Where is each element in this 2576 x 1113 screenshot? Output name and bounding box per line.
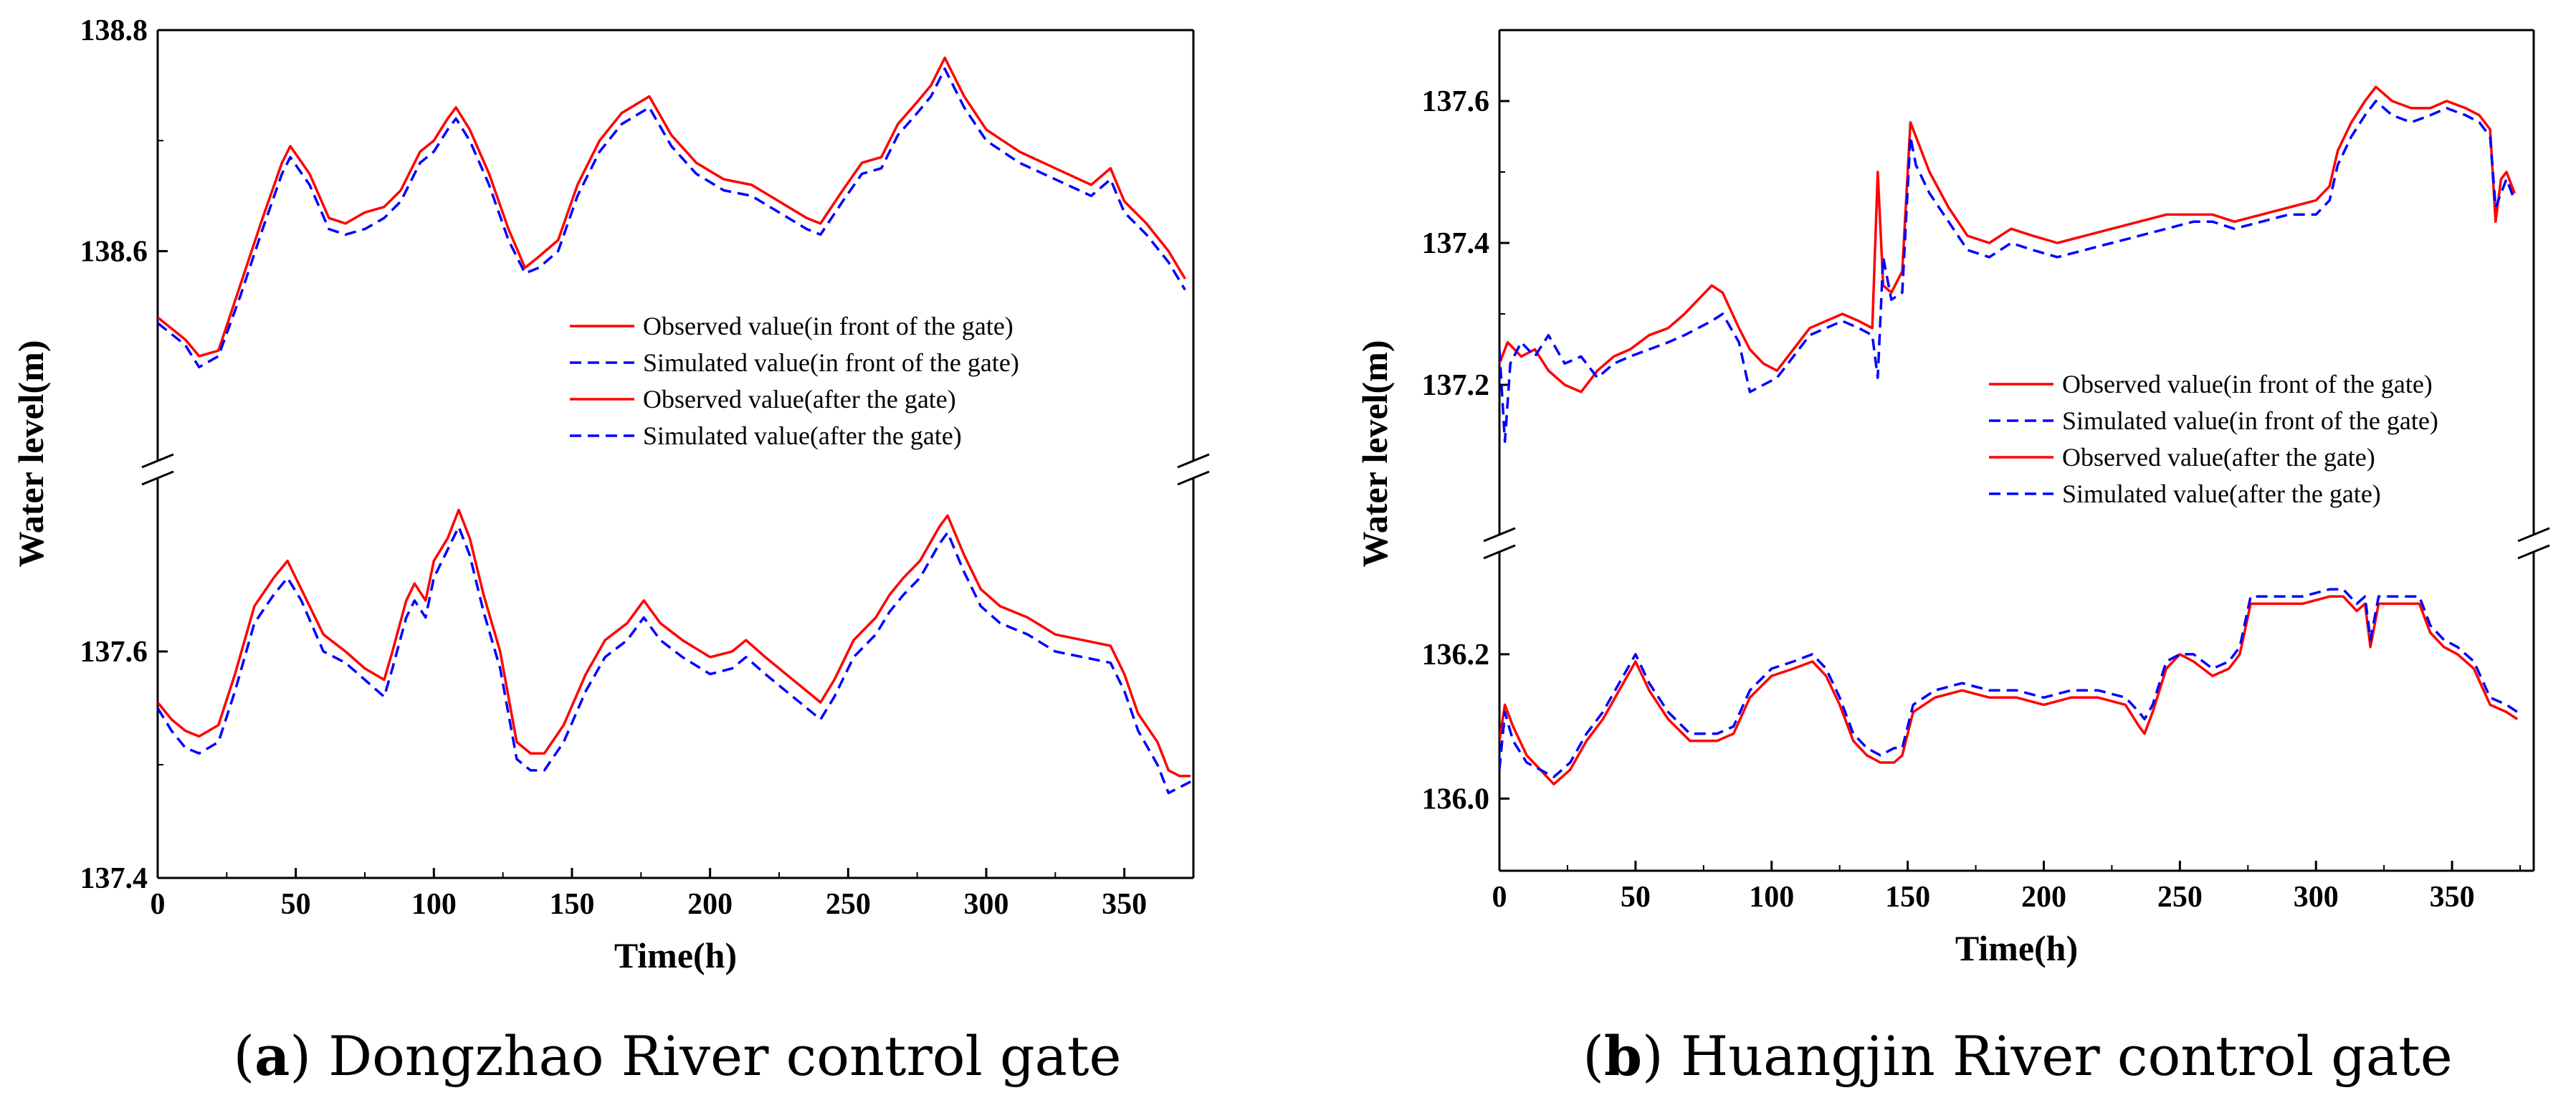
caption-open-paren: ( bbox=[234, 1024, 255, 1088]
caption-text: Huangjin River control gate bbox=[1681, 1024, 2453, 1088]
x-tick-label: 300 bbox=[2294, 881, 2339, 914]
x-tick-label: 50 bbox=[1621, 881, 1651, 914]
axis-break-mark bbox=[1177, 453, 1210, 469]
x-tick-label: 100 bbox=[1749, 881, 1794, 914]
series-line-upper-observed bbox=[1499, 85, 2517, 393]
caption-text: Dongzhao River control gate bbox=[328, 1024, 1121, 1088]
x-tick-label: 150 bbox=[1885, 881, 1930, 914]
x-axis-title: Time(h) bbox=[614, 935, 737, 975]
legend-label: Observed value(after the gate) bbox=[643, 385, 956, 414]
x-tick-label: 150 bbox=[550, 888, 595, 921]
x-tick-label: 50 bbox=[281, 888, 311, 921]
caption-letter: a bbox=[254, 1024, 290, 1088]
axis-break-mark bbox=[1177, 470, 1210, 486]
series-line-lower-observed bbox=[1499, 595, 2519, 785]
y-tick-label: 138.6 bbox=[80, 235, 148, 268]
x-tick-label: 100 bbox=[411, 888, 457, 921]
x-tick-label: 300 bbox=[964, 888, 1009, 921]
y-tick-label: 137.6 bbox=[80, 636, 148, 669]
chart-caption: (a) Dongzhao River control gate bbox=[234, 1024, 1122, 1088]
legend-label: Simulated value(after the gate) bbox=[2062, 479, 2381, 508]
series-line-lower-simulated bbox=[1499, 588, 2519, 778]
axis-break-mark bbox=[141, 453, 174, 469]
y-tick-label: 136.2 bbox=[1422, 639, 1490, 672]
y-tick-label: 138.8 bbox=[80, 14, 148, 47]
caption-close-paren: ) bbox=[1642, 1024, 1681, 1088]
y-axis-title: Water level(m) bbox=[1355, 340, 1395, 568]
y-tick-label: 137.2 bbox=[1422, 369, 1490, 402]
x-tick-label: 200 bbox=[2021, 881, 2066, 914]
x-tick-label: 350 bbox=[2430, 881, 2475, 914]
series-line-lower-simulated bbox=[158, 525, 1191, 795]
y-tick-label: 137.4 bbox=[80, 862, 148, 895]
series-line-upper-simulated bbox=[1499, 100, 2517, 443]
series-line-lower-observed bbox=[158, 508, 1191, 778]
legend-label: Observed value(in front of the gate) bbox=[2062, 370, 2433, 398]
x-axis-title: Time(h) bbox=[1955, 928, 2078, 968]
y-tick-label: 136.0 bbox=[1422, 783, 1490, 816]
caption-letter: b bbox=[1604, 1024, 1642, 1088]
caption-open-paren: ( bbox=[1583, 1024, 1604, 1088]
series-line-upper-simulated bbox=[158, 67, 1186, 369]
x-tick-label: 0 bbox=[151, 888, 166, 921]
x-tick-label: 200 bbox=[687, 888, 733, 921]
legend-label: Simulated value(after the gate) bbox=[643, 421, 962, 450]
caption-close-paren: ) bbox=[290, 1024, 328, 1088]
axis-break-mark bbox=[141, 470, 174, 486]
legend-label: Simulated value(in front of the gate) bbox=[643, 348, 1019, 377]
x-tick-label: 350 bbox=[1102, 888, 1147, 921]
axis-break-mark bbox=[2517, 527, 2550, 543]
y-axis-title: Water level(m) bbox=[11, 340, 51, 568]
x-tick-label: 250 bbox=[2157, 881, 2203, 914]
axis-break-mark bbox=[1483, 527, 1516, 543]
chart-b: 0 50 100 150 200 250 300 350 137.2 137.4 137.6 136.… bbox=[1355, 29, 2550, 1088]
x-tick-label: 250 bbox=[826, 888, 871, 921]
axis-break-mark bbox=[1483, 544, 1516, 560]
legend-label: Simulated value(in front of the gate) bbox=[2062, 406, 2438, 435]
axis-break-mark bbox=[2517, 544, 2550, 560]
y-tick-label: 137.4 bbox=[1422, 227, 1490, 260]
x-tick-label: 0 bbox=[1492, 881, 1507, 914]
legend-label: Observed value(after the gate) bbox=[2062, 443, 2375, 472]
y-tick-label: 137.6 bbox=[1422, 85, 1490, 118]
legend-label: Observed value(in front of the gate) bbox=[643, 312, 1013, 340]
chart-a: 0 50 100 150 200 250 300 350 138.6 138.8 137.4 137.… bbox=[11, 14, 1210, 1088]
series-line-upper-observed bbox=[158, 56, 1186, 358]
chart-caption: (b) Huangjin River control gate bbox=[1583, 1024, 2453, 1088]
